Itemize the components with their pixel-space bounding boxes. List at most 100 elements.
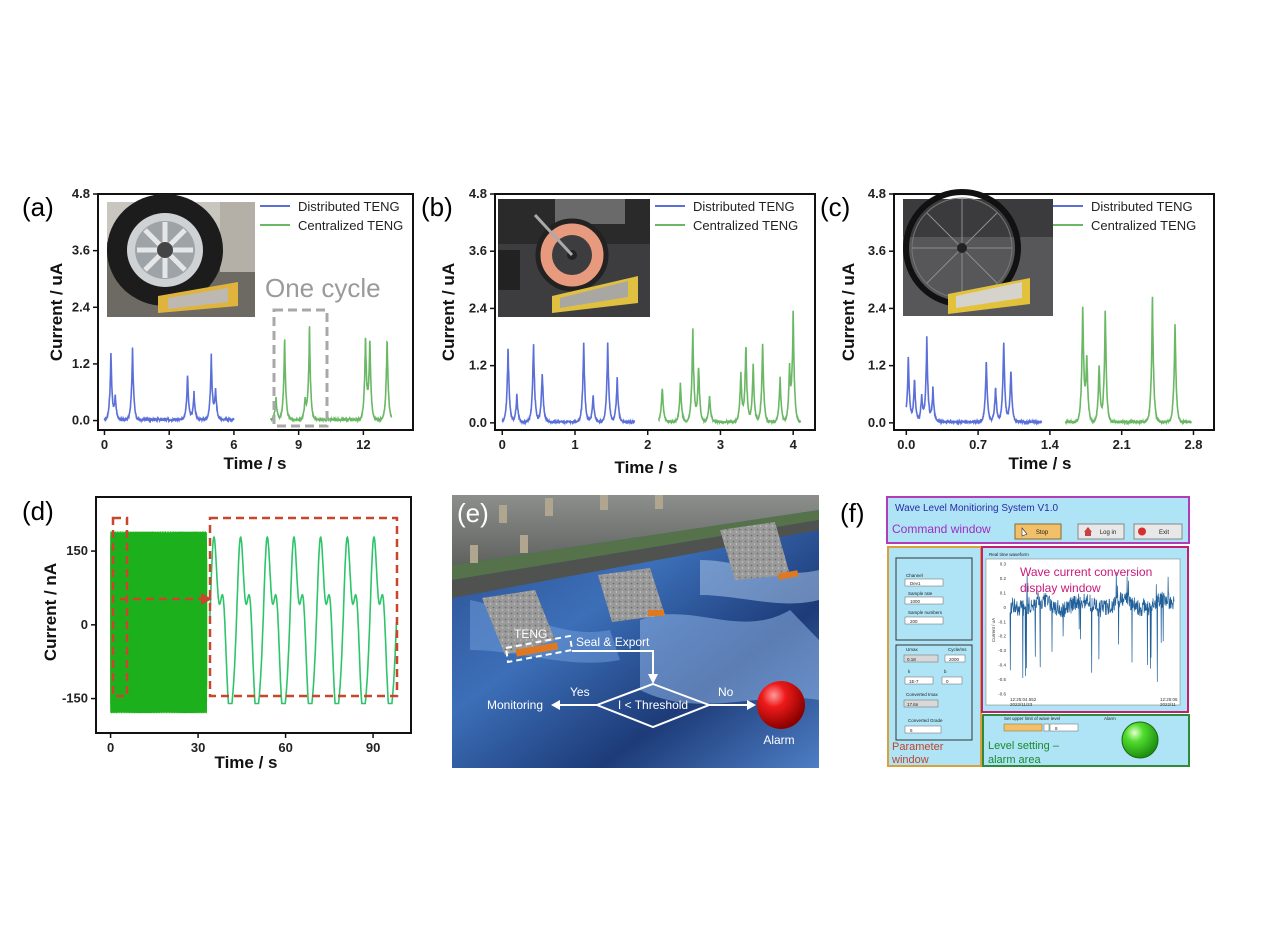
converted-grade-value: 5 (910, 728, 913, 733)
cursor-icon (1021, 527, 1028, 537)
x-tick-label: 0 (101, 437, 108, 452)
series-line-distributed (103, 347, 235, 424)
channel-value: Dev1 (910, 581, 921, 586)
y-tick-label: 3.6 (72, 243, 90, 258)
cycle-value: 2000 (949, 657, 960, 662)
upper-limit-value: 8 (1055, 726, 1058, 731)
level-setting-label-2: alarm area (988, 754, 1041, 766)
y-tick-label: 0 (81, 617, 88, 632)
upper-limit-input[interactable] (1049, 723, 1079, 732)
series-line-centralized (269, 326, 393, 424)
series-group-b (501, 310, 802, 426)
decision-diamond (594, 682, 712, 729)
series-line-zoom (209, 535, 398, 705)
panel-letter-a: (a) (22, 192, 54, 222)
waveform-line (1009, 572, 1175, 682)
umax-value: 0.18 (907, 657, 916, 662)
series-line-distributed (501, 342, 636, 426)
upper-limit-spinner[interactable] (1043, 723, 1050, 732)
panel-letter-b: (b) (421, 192, 453, 222)
x-tick-label: 3 (166, 437, 173, 452)
x-tick-label: 1 (571, 437, 578, 452)
x-tick-label: 2.8 (1184, 437, 1202, 452)
umax-label: Umax (906, 647, 919, 652)
x-tick-label: 60 (278, 740, 292, 755)
bridge-deck (452, 495, 819, 565)
exit-button[interactable]: Exit (1133, 523, 1183, 540)
cycle-input[interactable] (944, 654, 966, 663)
panel-a: (a) 0 3 6 9 12 0.0 1.2 2.4 3.6 4.8 Distributed TE… (22, 186, 414, 473)
waveform-y-axis-label: Current / uA (991, 618, 996, 642)
y-tick-label: 2.4 (469, 300, 488, 315)
upper-limit-slider[interactable] (1003, 723, 1043, 732)
pier-left (482, 590, 555, 655)
x-axis-title-b: Time / s (615, 458, 678, 477)
panel-letter-c: (c) (820, 192, 850, 222)
time-end: 12:25:06 (1160, 697, 1178, 702)
ticks-a: 0 3 6 9 12 0.0 1.2 2.4 3.6 4.8 (72, 186, 371, 452)
sample-numbers-input[interactable] (904, 616, 944, 625)
photo-inset-bicycle-wheel (498, 199, 650, 317)
y-tick-label: 4.8 (469, 186, 487, 201)
legend-label: Distributed TENG (298, 199, 400, 214)
channel-select[interactable] (904, 578, 944, 587)
plot-frame-d (95, 496, 412, 734)
panel-e: TENG Seal & Export I < Threshold Yes Mon… (452, 495, 819, 768)
legend-label: Centralized TENG (1091, 218, 1196, 233)
panel-letter-f: (f) (840, 498, 865, 528)
waveform-ytick-label: -0.4 (998, 663, 1006, 668)
x-tick-label: 90 (366, 740, 380, 755)
y-tick-label: 4.8 (868, 186, 886, 201)
converted-imax-value: 17.6n (907, 702, 919, 707)
parameter-window-label-1: Parameter (892, 741, 944, 753)
alarm-light-icon (757, 681, 805, 729)
x-axis-title-a: Time / s (224, 454, 287, 473)
login-button[interactable]: Log in (1077, 523, 1125, 540)
waveform-trace (1009, 572, 1175, 682)
waveform-ytick-label: 0.1 (1000, 590, 1007, 595)
teng-device-middle (648, 610, 664, 616)
plot-frame-a (97, 193, 414, 431)
flow-arrow-no (747, 700, 756, 710)
y-tick-label: 0.0 (469, 415, 487, 430)
series-group-a (103, 326, 393, 424)
waveform-ytick-label: -0.3 (998, 648, 1006, 653)
command-window-label: Command window (892, 522, 991, 536)
converted-imax-label: Converted Imax (906, 692, 939, 697)
k-label: k (908, 669, 911, 674)
date-start: 2022/11/23 (1010, 702, 1033, 707)
alarm-label: Alarm (763, 733, 794, 747)
display-window-label-2: display window (1020, 581, 1101, 595)
waveform-ytick-label: -0.5 (998, 677, 1006, 682)
panel-letter-d: (d) (22, 496, 54, 526)
channel-label: Channel (906, 573, 923, 578)
series-line-centralized (657, 310, 802, 426)
y-axis-title-a: Current / uA (47, 263, 66, 361)
legend-label: Distributed TENG (693, 199, 795, 214)
y-tick-label: 3.6 (469, 243, 487, 258)
sample-numbers-label: Sample numbers (908, 610, 943, 615)
y-axis-title-b: Current / uA (439, 263, 458, 361)
sample-rate-input[interactable] (904, 596, 944, 605)
flow-arrow-yes (551, 700, 560, 710)
exit-button-label: Exit (1159, 530, 1169, 536)
legend-label: Centralized TENG (298, 218, 403, 233)
zoom-arrow-head (201, 593, 212, 605)
y-tick-label: 2.4 (868, 300, 887, 315)
stop-button[interactable]: Stop (1014, 523, 1062, 540)
b-value: 0 (946, 679, 949, 684)
x-axis-title-c: Time / s (1009, 454, 1072, 473)
panel-b: (b) 0 1 2 3 4 0.0 1.2 2.4 3.6 4.8 Distributed TEN… (421, 186, 816, 477)
converted-imax-display (903, 699, 939, 708)
legend-c: Distributed TENG Centralized TENG (1053, 199, 1196, 233)
y-tick-label: 150 (66, 543, 88, 558)
photo-inset-bike-wheel (903, 189, 1053, 316)
b-input[interactable] (941, 676, 963, 685)
time-start: 12:25:04.552 (1010, 697, 1037, 702)
waveform-ytick-label: -0.1 (998, 619, 1006, 624)
x-tick-label: 0 (107, 740, 114, 755)
k-input[interactable] (904, 676, 934, 685)
converted-grade-label: Converted Grade (908, 718, 943, 723)
zoom-target-box (208, 516, 399, 698)
